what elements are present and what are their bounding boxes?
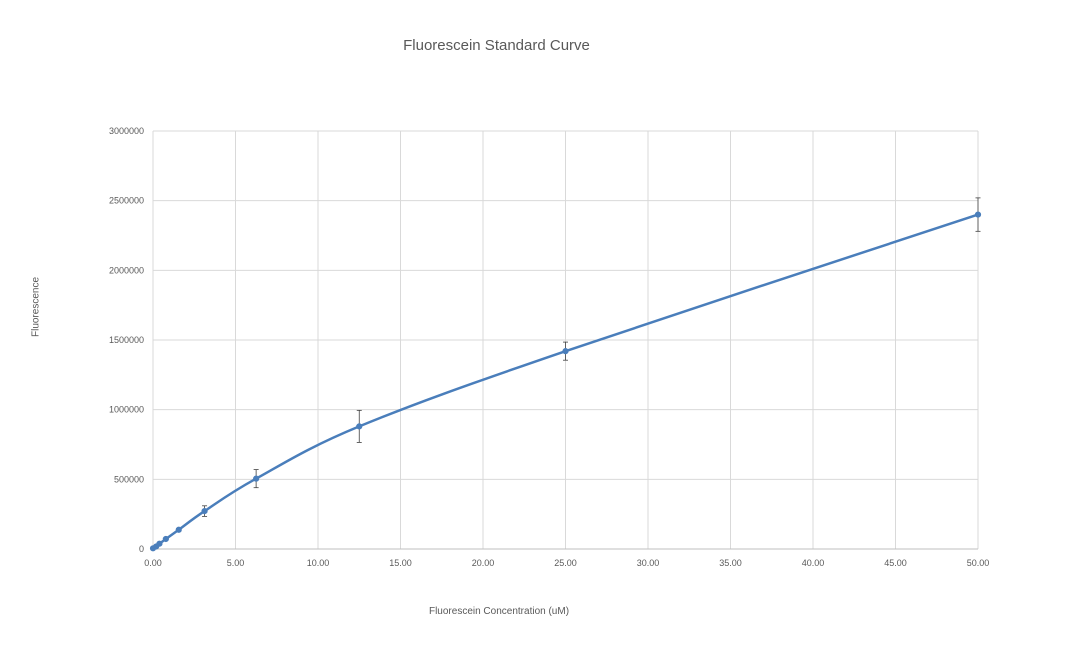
data-point <box>175 526 182 533</box>
x-axis-label: Fluorescein Concentration (uM) <box>428 606 570 617</box>
y-tick-label: 2000000 <box>109 265 144 275</box>
data-point <box>356 423 363 430</box>
x-tick-label: 45.00 <box>884 558 907 568</box>
y-tick-label: 1000000 <box>109 405 144 415</box>
data-point <box>562 348 569 355</box>
data-point <box>253 475 260 482</box>
y-tick-label: 500000 <box>114 474 144 484</box>
data-point <box>974 211 982 218</box>
x-tick-label: 30.00 <box>637 558 660 568</box>
data-point <box>156 540 163 547</box>
y-tick-label: 1500000 <box>109 335 144 345</box>
x-tick-label: 25.00 <box>554 558 577 568</box>
x-tick-label: 10.00 <box>307 558 330 568</box>
x-tick-label: 0.00 <box>144 558 162 568</box>
x-tick-label: 35.00 <box>719 558 742 568</box>
y-tick-label: 2500000 <box>109 196 144 206</box>
chart-title: Fluorescein Standard Curve <box>403 37 590 54</box>
x-tick-label: 5.00 <box>227 558 245 568</box>
x-tick-label: 40.00 <box>802 558 825 568</box>
data-point <box>201 508 208 515</box>
y-tick-label: 3000000 <box>109 126 144 136</box>
data-point <box>162 535 169 543</box>
y-tick-label: 0 <box>139 544 144 554</box>
x-tick-label: 15.00 <box>389 558 412 568</box>
x-tick-label: 20.00 <box>472 558 495 568</box>
x-tick-label: 50.00 <box>967 558 990 568</box>
